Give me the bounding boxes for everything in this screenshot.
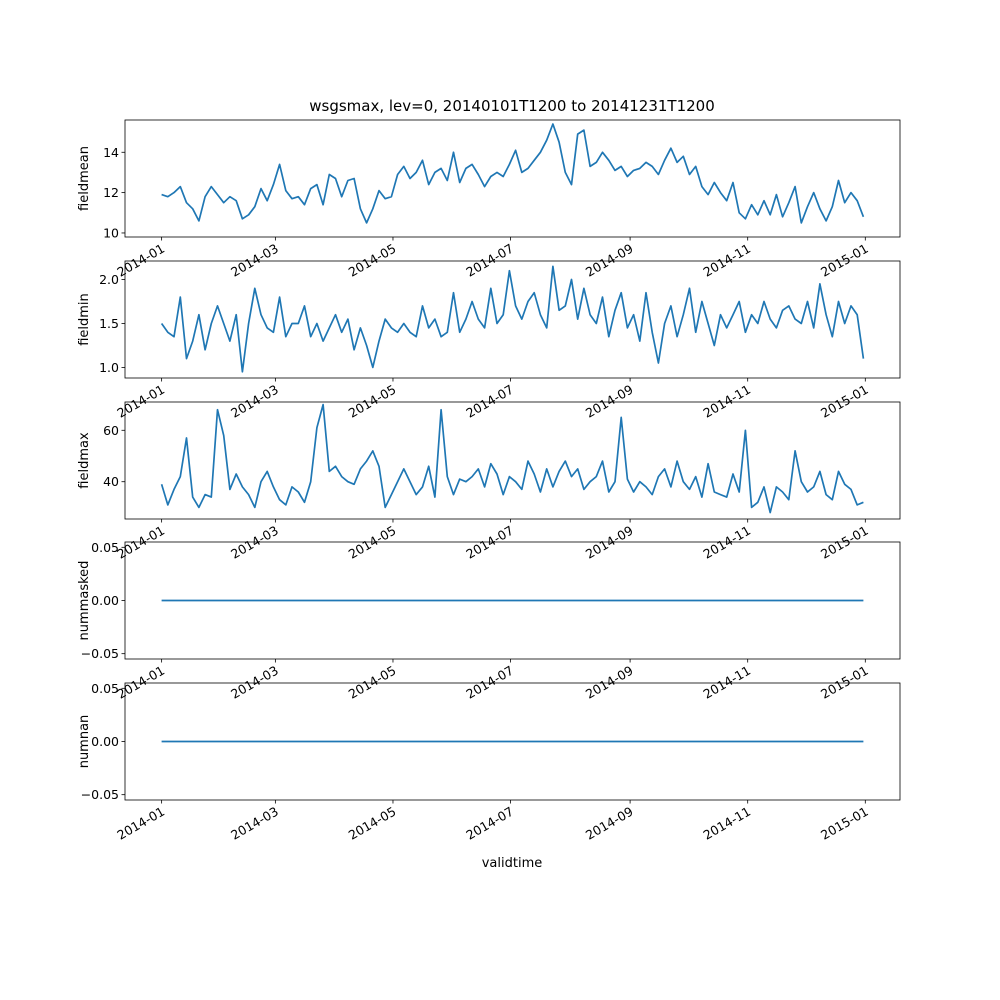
y-tick-label: 0.00	[91, 734, 119, 749]
y-tick-label: 10	[103, 225, 119, 240]
y-tick-label: 0.05	[91, 540, 119, 555]
y-tick-label: 0.05	[91, 681, 119, 696]
y-axis-label: nummasked	[77, 561, 92, 641]
chart-title: wsgsmax, lev=0, 20140101T1200 to 2014123…	[309, 97, 715, 115]
series-line-fieldmin	[160, 265, 865, 373]
y-axis-label: fieldmean	[77, 146, 92, 211]
series-line-fieldmean	[161, 123, 865, 224]
y-tick-label: 2.0	[99, 272, 119, 287]
y-tick-label: 1.0	[99, 360, 119, 375]
y-tick-label: 40	[103, 474, 119, 489]
y-axis-label: fieldmax	[77, 432, 92, 489]
x-axis-label: validtime	[482, 856, 543, 871]
y-tick-label: 14	[103, 145, 119, 160]
axes-frame	[124, 401, 901, 520]
axes-frame	[124, 119, 901, 238]
y-tick-label: 60	[103, 423, 119, 438]
y-tick-label: 1.5	[99, 316, 119, 331]
y-axis-label: fieldmin	[77, 293, 92, 346]
y-tick-label: −0.05	[81, 787, 119, 802]
series-line-fieldmax	[160, 403, 864, 514]
y-tick-label: 12	[103, 185, 119, 200]
y-axis-label: numnan	[77, 715, 92, 769]
y-tick-label: −0.05	[81, 646, 119, 661]
y-tick-label: 0.00	[91, 593, 119, 608]
axes-frame	[124, 260, 901, 379]
